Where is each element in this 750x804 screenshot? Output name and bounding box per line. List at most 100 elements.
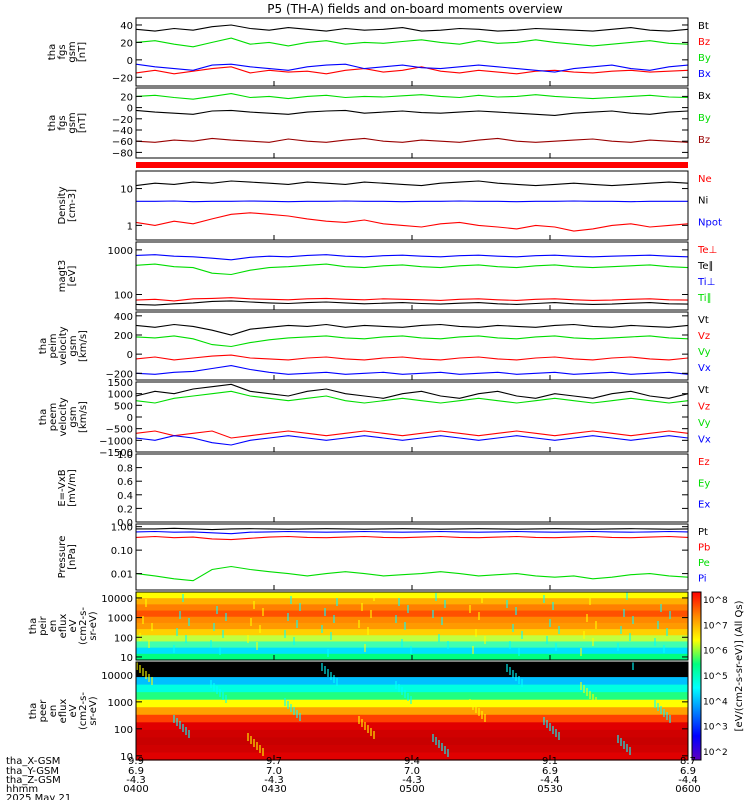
footer-row-label: hhmm <box>6 784 38 795</box>
heatmap-streak <box>370 728 372 736</box>
series-line-Vt <box>135 323 689 336</box>
heatmap-band <box>136 622 688 630</box>
heatmap-streak <box>410 646 412 654</box>
footer-cell: 0500 <box>399 784 424 795</box>
heatmap-streak <box>398 684 400 692</box>
heatmap-streak <box>432 610 434 618</box>
heatmap-streak <box>287 701 289 709</box>
heatmap-streak <box>595 621 597 629</box>
panel-frame <box>135 311 689 381</box>
y-axis-label-line: sr-eV) <box>88 611 99 640</box>
series-line-By <box>135 37 689 48</box>
y-tick-label: 0.6 <box>117 477 133 488</box>
series-line-Vt <box>135 383 689 399</box>
legend-label: Te⊥ <box>697 245 717 256</box>
legend-label: Vz <box>698 331 710 342</box>
legend-label: Vy <box>698 418 711 429</box>
heatmap-streak <box>225 695 227 703</box>
heatmap-streak <box>256 742 258 750</box>
heatmap-band <box>136 635 688 643</box>
heatmap-streak <box>555 729 557 737</box>
legend-label: Te∥ <box>697 261 714 272</box>
panel-9: 10000 1000 100 10 thapeirenefluxeV(cm2-s-sr-… <box>28 591 689 664</box>
heatmap-streak <box>558 732 560 740</box>
heatmap-streak <box>512 624 514 632</box>
heatmap-streak <box>478 708 480 716</box>
y-tick-label: 10000 <box>101 671 133 682</box>
footer-row-label: tha_X-GSM <box>6 756 60 767</box>
y-tick-label: 20 <box>120 92 133 103</box>
heatmap-streak <box>324 608 326 616</box>
heatmap-streak <box>623 609 625 617</box>
heatmap-band <box>136 598 688 605</box>
heatmap-streak <box>401 687 403 695</box>
heatmap-streak <box>472 702 474 710</box>
y-axis-label: thapeemvelocitygsm[km/s] <box>38 397 89 436</box>
heatmap-streak <box>481 711 483 719</box>
footer-cell: -4.3 <box>264 775 284 786</box>
footer-cell: 0400 <box>123 784 148 795</box>
heatmap-streak <box>521 631 523 639</box>
heatmap-streak <box>219 689 221 697</box>
heatmap-streak <box>188 730 190 738</box>
y-axis-label: E=-VxB[mV/m] <box>57 469 78 507</box>
footer-cell: -4.4 <box>678 775 698 786</box>
heatmap-streak <box>148 674 150 682</box>
heatmap-streak <box>398 598 400 606</box>
heatmap-streak <box>284 630 286 638</box>
heatmap-streak <box>546 720 548 728</box>
heatmap-streak <box>546 636 548 644</box>
heatmap-streak <box>629 747 631 755</box>
plot-title: P5 (TH-A) fields and on-board moments ov… <box>267 2 563 16</box>
heatmap-streak <box>336 678 338 686</box>
y-axis-label: thapeerenefluxeV(cm2-s-sr-eV) <box>28 692 99 730</box>
heatmap-streak <box>518 648 520 656</box>
footer-cell: 9.9 <box>128 756 144 767</box>
heatmap-streak <box>441 617 443 625</box>
colorbar-tick-label: 10^5 <box>703 672 728 682</box>
legend-label: Bx <box>698 69 711 80</box>
heatmap-band <box>136 677 688 686</box>
panel-frame <box>135 523 689 591</box>
y-tick-label: 10 <box>120 185 133 196</box>
y-tick-label: 100 <box>114 725 133 736</box>
heatmap-streak <box>617 735 619 743</box>
series-line-Bz <box>135 66 689 75</box>
heatmap-streak <box>188 618 190 626</box>
heatmap-streak <box>617 643 619 651</box>
heatmap-streak <box>213 683 215 691</box>
heatmap-streak <box>626 592 628 600</box>
y-axis-label-line: [km/s] <box>78 330 89 362</box>
series-line-Vy <box>135 390 689 404</box>
heatmap-streak <box>620 738 622 746</box>
y-axis-label-line: sr-eV) <box>88 696 99 725</box>
heatmap-streak <box>299 603 301 611</box>
legend-label: Vt <box>698 385 709 396</box>
footer-cell: 6.9 <box>128 766 144 777</box>
heatmap-streak <box>435 593 437 601</box>
heatmap-streak <box>373 593 375 601</box>
y-tick-label: 400 <box>114 312 133 323</box>
legend-label: Npot <box>698 217 722 228</box>
y-tick-label: 1000 <box>108 390 133 401</box>
colorbar-tick-label: 10^8 <box>703 596 728 606</box>
heatmap-streak <box>250 736 252 744</box>
heatmap-streak <box>660 706 662 714</box>
footer-cell: 9.4 <box>404 756 420 767</box>
heatmap-streak <box>666 712 668 720</box>
colorbar-tick-label: 10^3 <box>703 723 728 733</box>
heatmap-streak <box>660 604 662 612</box>
footer-row-label: tha_Z-GSM <box>6 775 61 786</box>
heatmap-streak <box>259 745 261 753</box>
y-axis-label: thapeirenefluxeV(cm2-s-sr-eV) <box>28 607 99 645</box>
heatmap-streak <box>327 669 329 677</box>
heatmap-streak <box>296 620 298 628</box>
heatmap-streak <box>364 644 366 652</box>
heatmap-streak <box>290 596 292 604</box>
heatmap-streak <box>629 633 631 641</box>
heatmap-streak <box>515 673 517 681</box>
y-tick-label: 0.8 <box>117 464 133 475</box>
heatmap-streak <box>256 642 258 650</box>
y-axis-label: magt3[eV] <box>57 260 78 293</box>
